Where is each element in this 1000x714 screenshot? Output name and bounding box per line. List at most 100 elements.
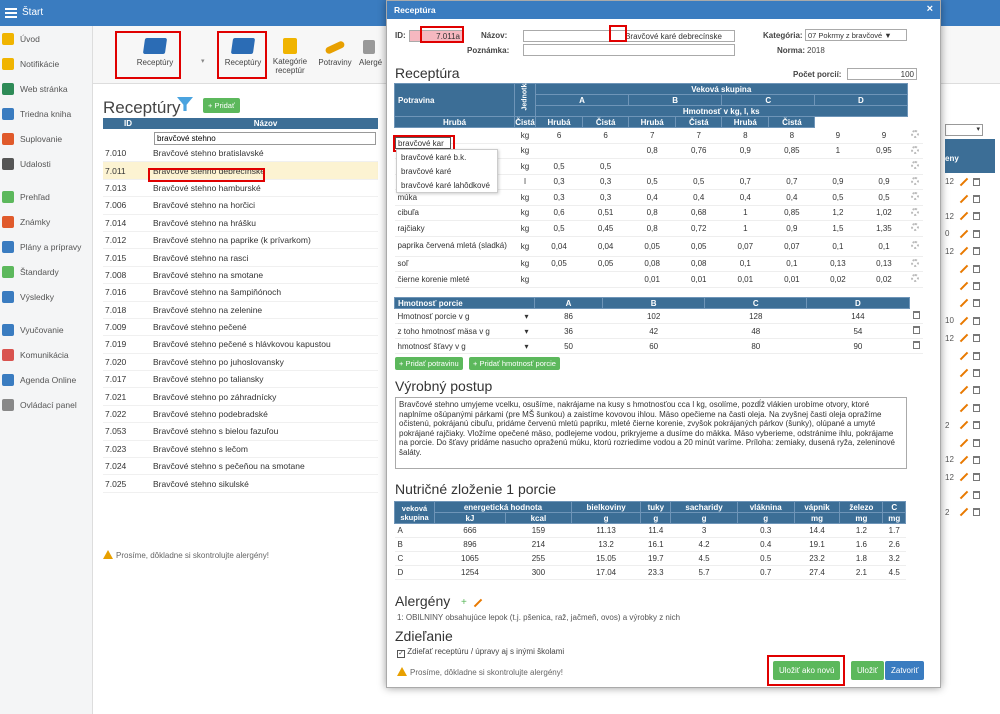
sidebar-item[interactable]: Udalosti: [0, 151, 92, 176]
note-field[interactable]: [523, 44, 735, 56]
edit-icon[interactable]: [959, 420, 969, 430]
save-as-new-button[interactable]: Uložiť ako novú: [773, 661, 841, 680]
trash-icon[interactable]: [912, 310, 920, 319]
receptury-big-button[interactable]: Receptúry: [125, 36, 185, 80]
table-row[interactable]: 7.012 Bravčové stehno na paprike (k príva…: [103, 232, 378, 250]
sidebar-item[interactable]: Triedna kniha: [0, 101, 92, 126]
gear-icon[interactable]: [911, 145, 919, 154]
add-button[interactable]: + Pridať: [203, 98, 240, 113]
edit-icon[interactable]: [959, 281, 969, 291]
trash-icon[interactable]: [973, 299, 980, 308]
table-row[interactable]: 7.053 Bravčové stehno s bielou fazuľou: [103, 423, 378, 441]
right-select[interactable]: ▾: [945, 124, 983, 136]
close-button[interactable]: Zatvoriť: [885, 661, 925, 680]
trash-icon[interactable]: [973, 438, 980, 447]
table-row[interactable]: 7.019 Bravčové stehno pečené s hlávkovou …: [103, 336, 378, 354]
trash-icon[interactable]: [973, 282, 980, 291]
sidebar-item[interactable]: Suplovanie: [0, 126, 92, 151]
trash-icon[interactable]: [973, 490, 980, 499]
table-row[interactable]: 7.017 Bravčové stehno po taliansky: [103, 371, 378, 389]
start-link[interactable]: Štart: [22, 7, 44, 18]
name-field[interactable]: Bravčové karé debrecínske: [523, 30, 735, 42]
category-select[interactable]: 07 Pokrmy z bravčové ▼: [805, 29, 907, 41]
trash-icon[interactable]: [912, 326, 920, 334]
table-row[interactable]: 7.015 Bravčové stehno na rasci: [103, 249, 378, 267]
chevron-down-icon[interactable]: ▾: [524, 326, 529, 336]
sidebar-item[interactable]: Výsledky: [0, 284, 92, 309]
trash-icon[interactable]: [973, 386, 980, 395]
table-row[interactable]: 7.022 Bravčové stehno podebradské: [103, 406, 378, 424]
gear-icon[interactable]: [911, 241, 919, 249]
table-row[interactable]: 7.009 Bravčové stehno pečené: [103, 319, 378, 337]
table-row[interactable]: 7.010 Bravčové stehno bratislavské: [103, 145, 378, 163]
table-row[interactable]: 7.014 Bravčové stehno na hrášku: [103, 215, 378, 232]
trash-icon[interactable]: [973, 508, 980, 517]
receptury-small-button[interactable]: Receptúry: [221, 36, 265, 80]
edit-icon[interactable]: [959, 455, 969, 465]
sidebar-item[interactable]: Notifikácie: [0, 51, 92, 76]
trash-icon[interactable]: [973, 421, 980, 430]
trash-icon[interactable]: [973, 264, 980, 273]
sidebar-item[interactable]: Známky: [0, 209, 92, 234]
edit-icon[interactable]: [959, 351, 969, 360]
trash-icon[interactable]: [973, 247, 980, 256]
table-row[interactable]: 7.024 Bravčové stehno s pečeňou na smotan…: [103, 458, 378, 476]
trash-icon[interactable]: [973, 403, 980, 412]
edit-icon[interactable]: [959, 194, 969, 204]
alergeny-button[interactable]: Alergé: [359, 36, 387, 80]
sidebar-item[interactable]: Úvod: [0, 26, 92, 51]
gear-icon[interactable]: [911, 223, 919, 232]
add-food-button[interactable]: + Pridať potravinu: [395, 357, 463, 370]
table-row[interactable]: 7.011 Bravčové stehno debrecínske: [103, 162, 378, 180]
name-filter-input[interactable]: [154, 131, 376, 145]
autocomplete-option[interactable]: bravčové karé b.k.: [401, 153, 467, 162]
kategorie-button[interactable]: Kategórie receptúr: [269, 36, 311, 80]
close-icon[interactable]: ×: [926, 3, 933, 15]
table-row[interactable]: 7.008 Bravčové stehno na smotane: [103, 267, 378, 285]
table-row[interactable]: 7.013 Bravčové stehno hamburské: [103, 180, 378, 198]
table-row[interactable]: 7.018 Bravčové stehno na zelenine: [103, 302, 378, 319]
trash-icon[interactable]: [973, 316, 980, 325]
table-row[interactable]: 7.020 Bravčové stehno po juhoslovansky: [103, 354, 378, 372]
edit-icon[interactable]: [959, 229, 969, 239]
trash-icon[interactable]: [912, 341, 920, 349]
save-button[interactable]: Uložiť: [851, 661, 884, 680]
sidebar-item[interactable]: Prehľad: [0, 184, 92, 209]
sidebar-item[interactable]: Komunikácia: [0, 342, 92, 367]
gear-icon[interactable]: [911, 207, 919, 216]
gear-icon[interactable]: [911, 274, 919, 283]
sidebar-item[interactable]: Štandardy: [0, 259, 92, 284]
autocomplete-option[interactable]: bravčové karé lahôdkové: [401, 181, 490, 190]
menu-icon[interactable]: [5, 8, 17, 18]
trash-icon[interactable]: [973, 368, 980, 377]
trash-icon[interactable]: [973, 195, 980, 204]
gear-icon[interactable]: [911, 258, 919, 267]
trash-icon[interactable]: [973, 177, 980, 186]
edit-icon[interactable]: [959, 386, 969, 395]
sidebar-item[interactable]: Agenda Online: [0, 367, 92, 392]
table-row[interactable]: 7.025 Bravčové stehno sikulské: [103, 475, 378, 493]
edit-icon[interactable]: [959, 490, 969, 499]
trash-icon[interactable]: [973, 473, 980, 482]
table-row[interactable]: 7.023 Bravčové stehno s lečom: [103, 441, 378, 459]
edit-icon[interactable]: [959, 212, 969, 221]
trash-icon[interactable]: [973, 229, 980, 238]
edit-icon[interactable]: [959, 247, 969, 256]
add-allergen-icon[interactable]: +: [461, 597, 467, 608]
edit-icon[interactable]: [959, 473, 969, 482]
share-checkbox[interactable]: ✓: [397, 650, 405, 658]
trash-icon[interactable]: [973, 212, 980, 221]
autocomplete-option[interactable]: bravčové karé: [401, 167, 452, 176]
share-checkbox-row[interactable]: ✓ Zdieľať receptúru / úpravy aj s inými …: [397, 647, 565, 658]
sidebar-item[interactable]: Plány a prípravy: [0, 234, 92, 259]
portions-field[interactable]: 100: [847, 68, 917, 80]
trash-icon[interactable]: [973, 351, 980, 360]
edit-icon[interactable]: [959, 299, 969, 308]
sidebar-item[interactable]: Ovládací panel: [0, 392, 92, 417]
edit-icon[interactable]: [959, 177, 969, 186]
gear-icon[interactable]: [911, 176, 919, 185]
edit-icon[interactable]: [959, 403, 969, 413]
trash-icon[interactable]: [973, 334, 980, 343]
potraviny-button[interactable]: Potraviny: [315, 36, 355, 80]
sidebar-item[interactable]: Vyučovanie: [0, 317, 92, 342]
